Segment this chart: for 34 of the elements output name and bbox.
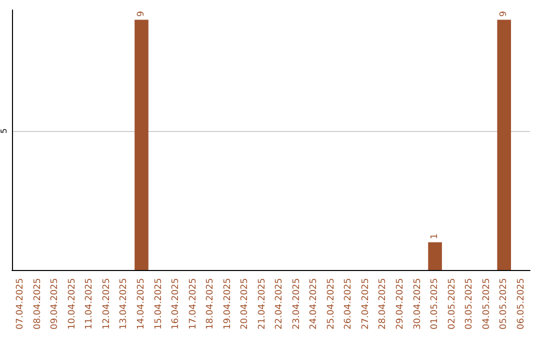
x-tick-label: 07.04.2025	[16, 278, 26, 330]
x-tick-label: 10.04.2025	[67, 278, 78, 330]
x-tick-label: 16.04.2025	[171, 278, 182, 330]
x-tick-label: 14.04.2025	[136, 278, 146, 330]
data-label: 1	[430, 233, 440, 240]
x-tick-label: 09.04.2025	[50, 278, 60, 330]
data-label: 9	[136, 10, 146, 17]
x-tick-label: 15.04.2025	[154, 278, 164, 330]
x-tick-label: 22.04.2025	[274, 278, 285, 330]
data-label: 9	[499, 10, 510, 17]
x-tick-label: 11.04.2025	[84, 278, 95, 330]
x-tick-label: 25.04.2025	[326, 278, 336, 330]
x-tick-label: 04.05.2025	[482, 278, 492, 330]
x-tick-label: 19.04.2025	[222, 278, 233, 330]
x-tick-label: 28.04.2025	[378, 278, 388, 330]
x-tick-label: 06.05.2025	[516, 278, 526, 330]
x-tick-label: 05.05.2025	[499, 278, 510, 330]
x-tick-label: 27.04.2025	[360, 278, 371, 330]
x-tick-label: 21.04.2025	[257, 278, 268, 330]
x-tick-label: 24.04.2025	[309, 278, 320, 330]
x-tick-label: 20.04.2025	[240, 278, 250, 330]
x-tick-label: 29.04.2025	[396, 278, 406, 330]
x-tick-label: 26.04.2025	[344, 278, 354, 330]
x-tick-label: 08.04.2025	[32, 278, 43, 330]
x-tick-label: 13.04.2025	[119, 278, 130, 330]
x-tick-label: 17.04.2025	[188, 278, 198, 330]
x-tick-label: 30.04.2025	[412, 278, 423, 330]
x-tick-label: 18.04.2025	[206, 278, 216, 330]
x-tick-label: 23.04.2025	[292, 278, 302, 330]
x-tick-label: 12.04.2025	[102, 278, 112, 330]
x-tick-label: 01.05.2025	[430, 278, 440, 330]
x-tick-label: 02.05.2025	[447, 278, 458, 330]
y-tick-label: 5	[0, 128, 8, 134]
x-tick-label: 03.05.2025	[464, 278, 475, 330]
